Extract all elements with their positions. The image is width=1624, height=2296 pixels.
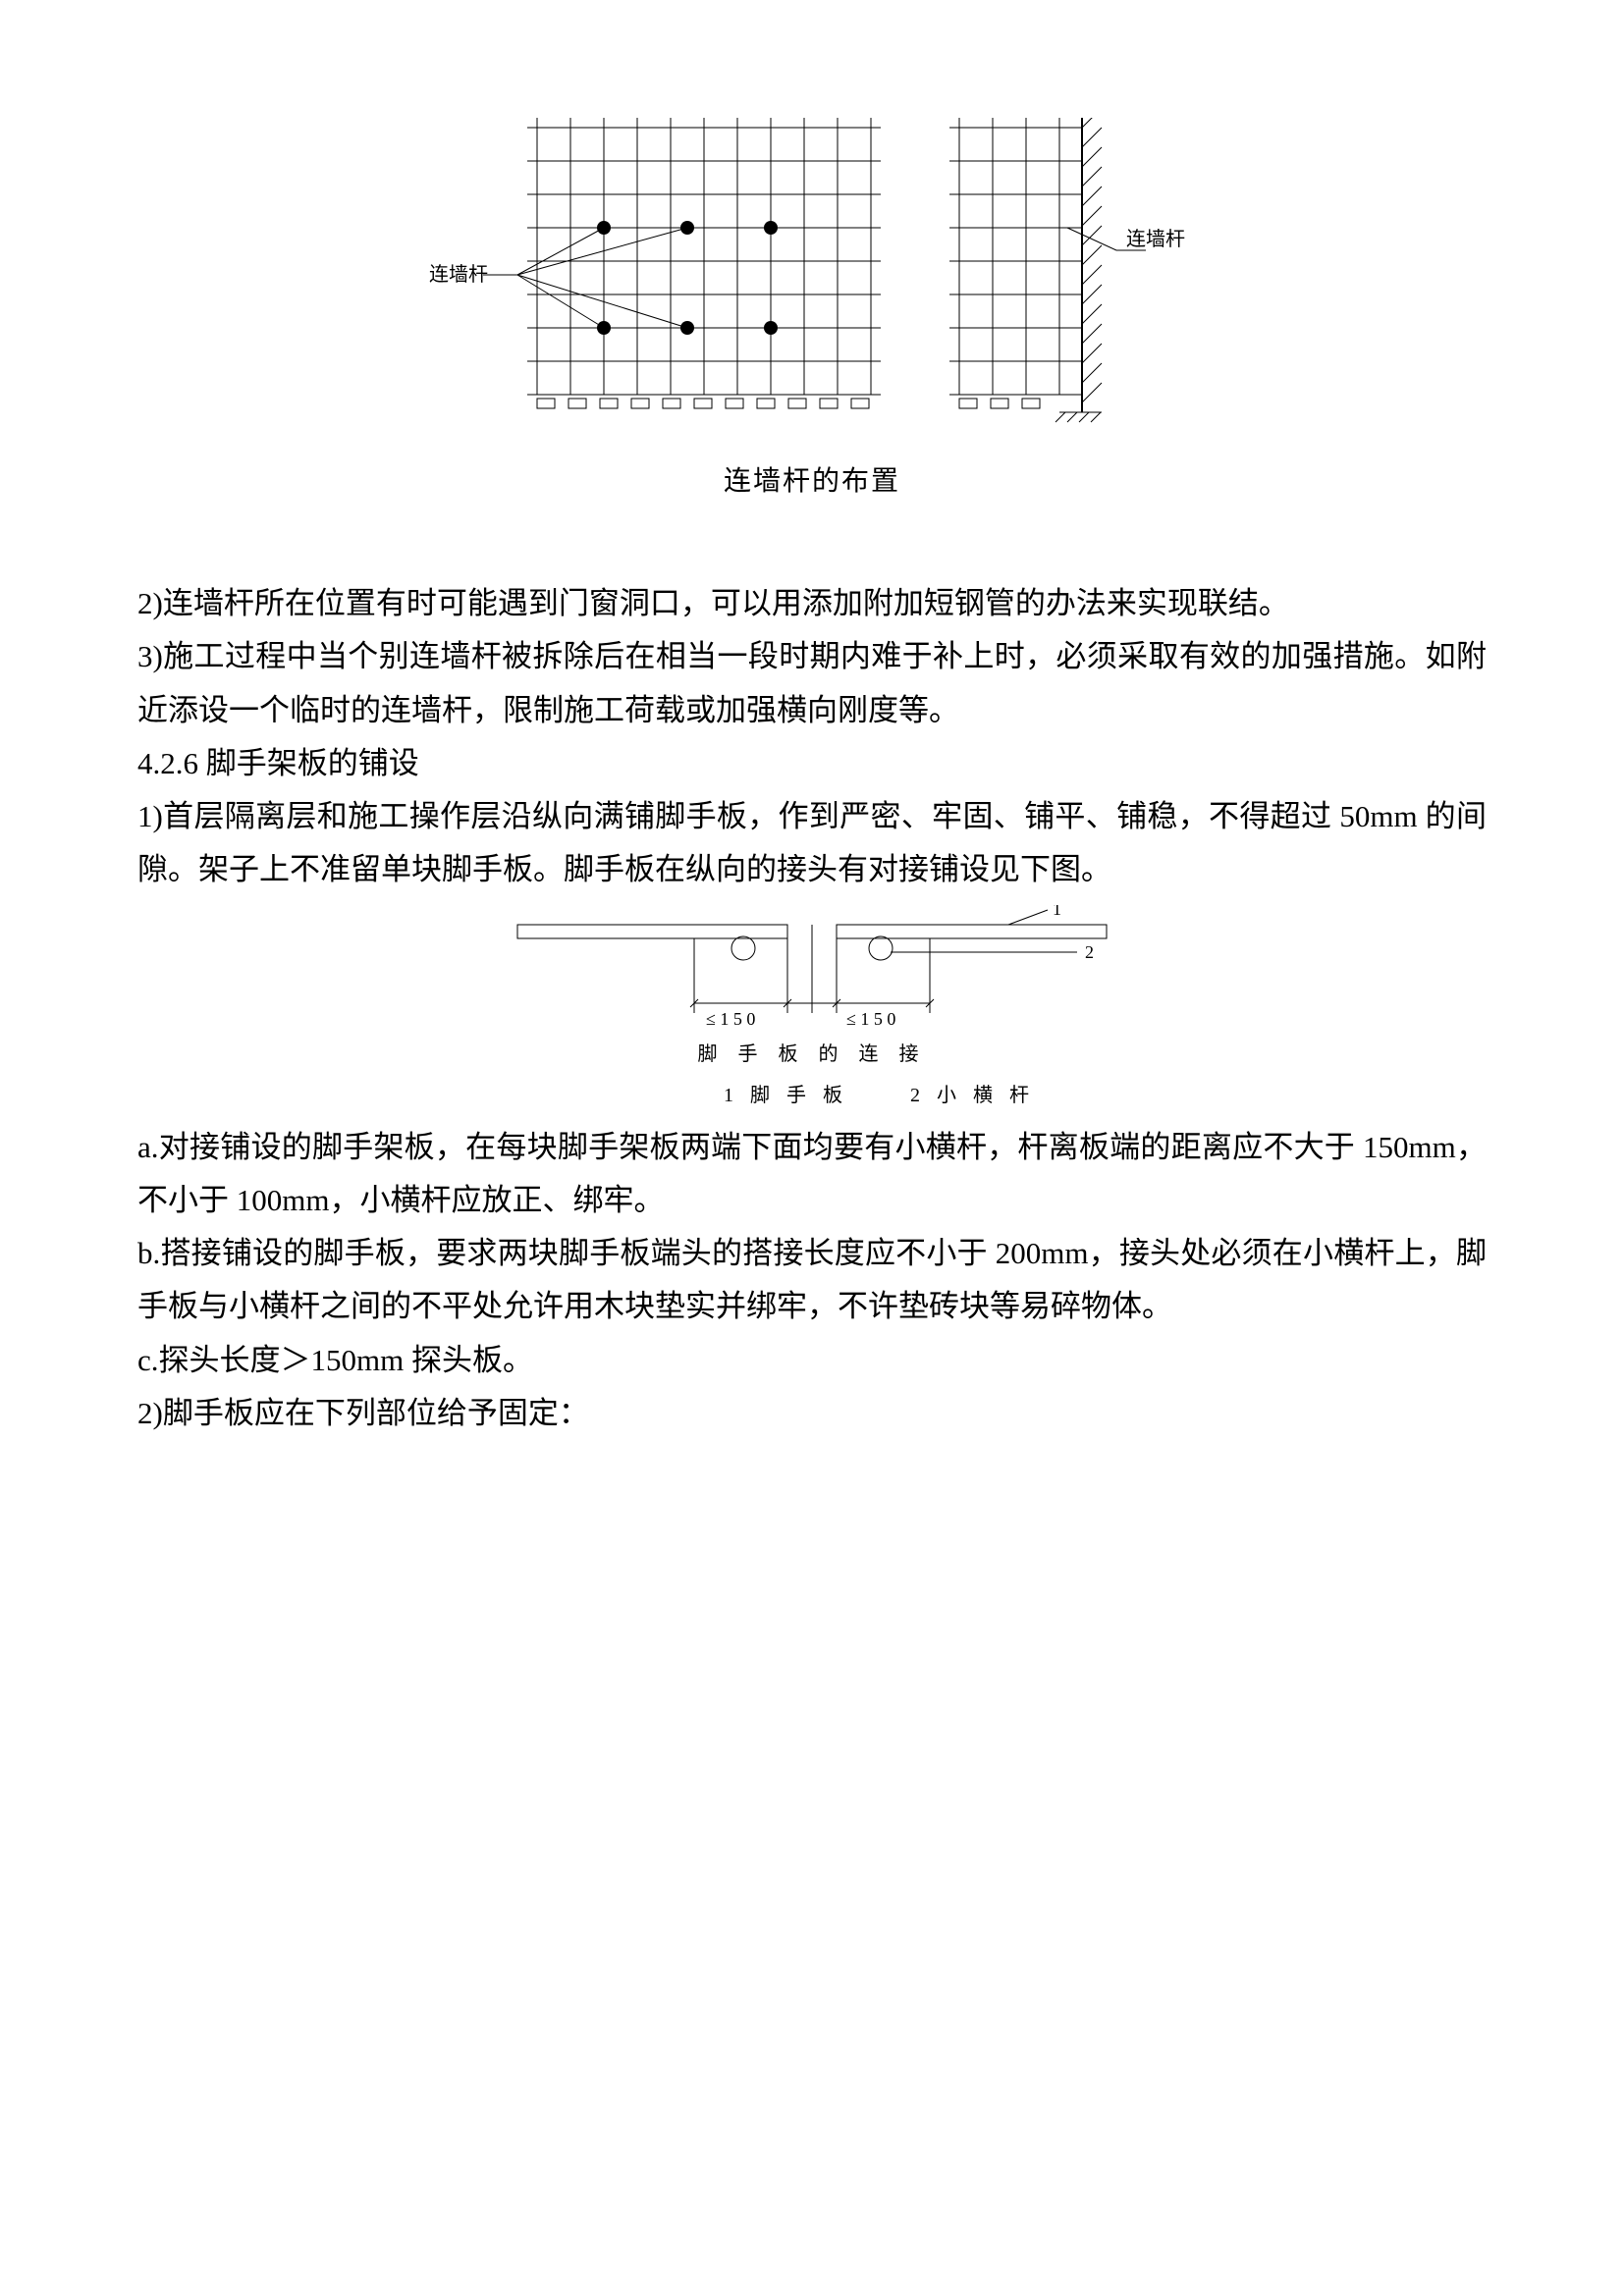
diagram2-dim-left: ≤ 1 5 0 [706, 1009, 755, 1029]
para-4261: 1)首层隔离层和施工操作层沿纵向满铺脚手板，作到严密、牢固、铺平、铺稳，不得超过… [137, 790, 1487, 897]
heading-426: 4.2.6 脚手架板的铺设 [137, 737, 1487, 790]
diagram1-caption: 连墙杆的布置 [137, 459, 1487, 499]
diagram1-row: 连墙杆 [137, 118, 1487, 432]
para-c: c.探头长度＞150mm 探头板。 [137, 1334, 1487, 1387]
para-a: a.对接铺设的脚手架板，在每块脚手架板两端下面均要有小横杆，杆离板端的距离应不大… [137, 1121, 1487, 1228]
diagram2-dim-right: ≤ 1 5 0 [846, 1009, 895, 1029]
diagram2-caption: 脚 手 板 的 连 接 [698, 1042, 927, 1065]
diagram1-left-label: 连墙杆 [429, 263, 488, 286]
para-2: 2)连墙杆所在位置有时可能遇到门窗洞口，可以用添加附加短钢管的办法来实现联结。 [137, 577, 1487, 630]
diagram1-right-label: 连墙杆 [1126, 228, 1185, 250]
diagram2-label-2: 2 [1085, 942, 1094, 962]
diagram2-label-1: 1 [1053, 905, 1061, 919]
diagram2-legend-2: 2 小 横 杆 [910, 1084, 1035, 1106]
diagram1-left: 连墙杆 [429, 118, 881, 432]
para-b: b.搭接铺设的脚手板，要求两块脚手板端头的搭接长度应不小于 200mm，接头处必… [137, 1227, 1487, 1334]
para-4262: 2)脚手板应在下列部位给予固定： [137, 1387, 1487, 1440]
para-3: 3)施工过程中当个别连墙杆被拆除后在相当一段时期内难于补上时，必须采取有效的加强… [137, 630, 1487, 737]
body-text: 2)连墙杆所在位置有时可能遇到门窗洞口，可以用添加附加短钢管的办法来实现联结。 … [137, 577, 1487, 1440]
diagram2: ≤ 1 5 0 ≤ 1 5 0 1 2 脚 手 板 的 连 接 1 脚 手 板 … [498, 905, 1126, 1111]
diagram1-right: 连墙杆 [940, 118, 1195, 432]
diagram2-legend-1: 1 脚 手 板 [724, 1084, 848, 1106]
